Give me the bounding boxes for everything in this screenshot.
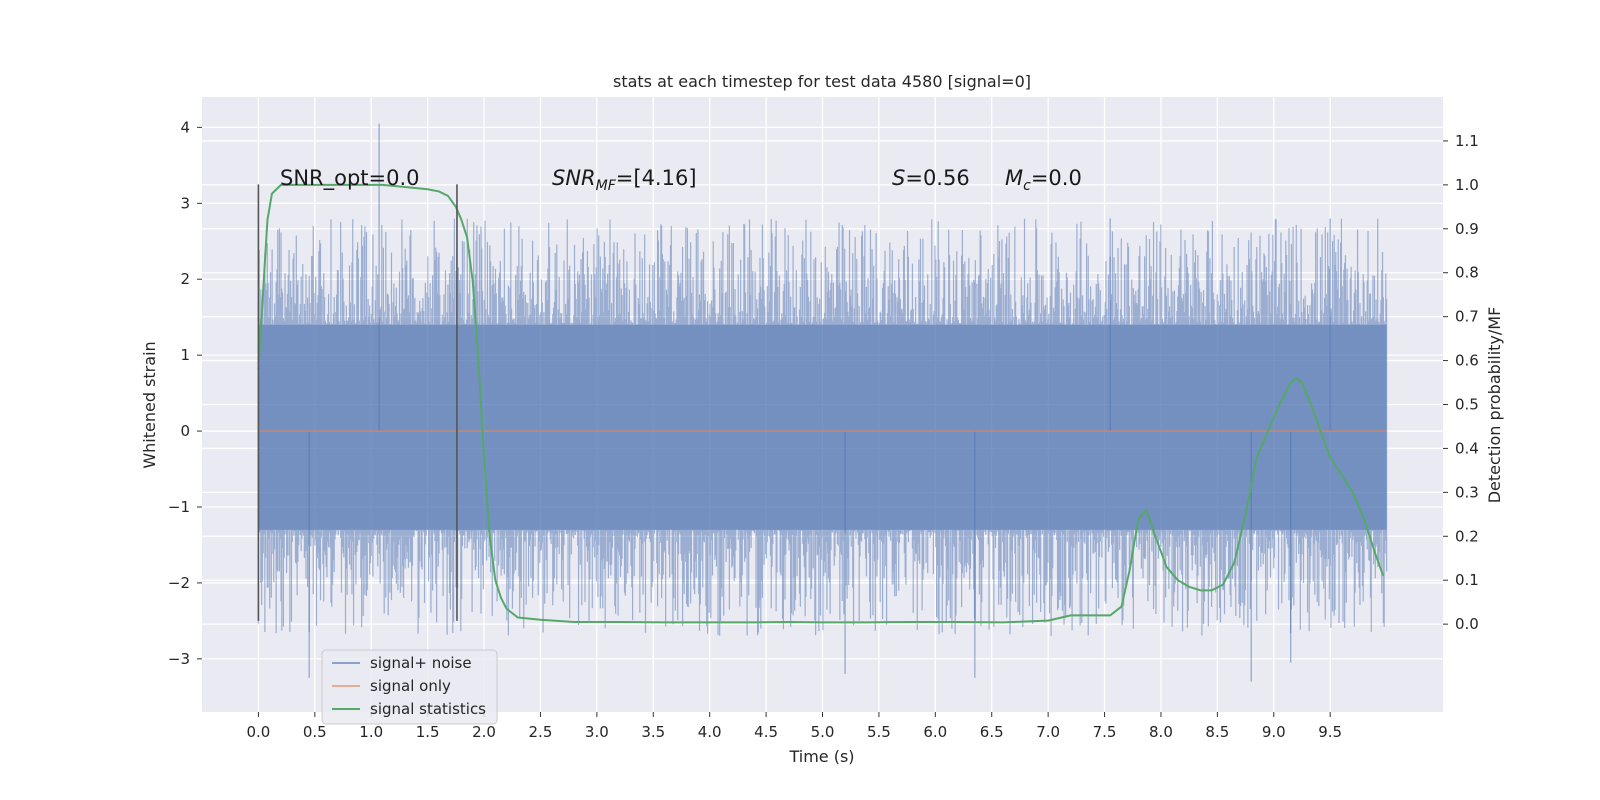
- y-tick-label: −3: [168, 650, 190, 668]
- x-tick-label: 5.5: [867, 723, 891, 741]
- x-tick-label: 4.0: [698, 723, 722, 741]
- legend-box: [321, 649, 498, 725]
- x-tick-label: 1.5: [416, 723, 440, 741]
- y2-tick-label: 1.0: [1455, 176, 1479, 194]
- legend: signal+ noise signal only signal statist…: [321, 649, 498, 725]
- x-tick-label: 8.5: [1205, 723, 1229, 741]
- annotation-snr-mf-prefix: SNR: [552, 166, 596, 190]
- x-tick-label: 8.0: [1149, 723, 1173, 741]
- x-tick-label: 2.5: [529, 723, 553, 741]
- annotation-snr-mf: SNRMF=[4.16]: [552, 166, 697, 194]
- annotation-mc-value: =0.0: [1031, 166, 1082, 190]
- signal-statistics-line: [257, 183, 1385, 624]
- x-tick-label: 9.0: [1262, 723, 1286, 741]
- y2-tick-label: 1.1: [1455, 132, 1479, 150]
- y-tick-label: −1: [168, 498, 190, 516]
- annotation-snr-mf-sub: MF: [596, 178, 617, 194]
- x-axis-ticks: 0.0 0.5 1.0 1.5 2.0 2.5 3.0 3.5 4.0 4.5 5.0 5.5 6.0 6…: [246, 712, 1342, 741]
- y-axis-ticks: −3 −2 −1 0 1 2 3 4: [168, 118, 202, 668]
- annotation-snr-opt: SNR_opt=0.0: [280, 166, 420, 191]
- y-tick-label: 0: [180, 422, 190, 440]
- y2-tick-label: 0.7: [1455, 308, 1479, 326]
- x-tick-label: 4.5: [754, 723, 778, 741]
- line-series: [257, 183, 1387, 624]
- y-axis-label: Whitened strain: [140, 341, 159, 468]
- annotation-s-value: =0.56: [905, 166, 969, 190]
- y2-axis-ticks: 0.0 0.1 0.2 0.3 0.4 0.5 0.6 0.7 0.8 0.9 1.0 1.1: [1443, 132, 1479, 633]
- y2-tick-label: 0.4: [1455, 439, 1479, 457]
- x-tick-label: 2.0: [472, 723, 496, 741]
- x-tick-label: 1.0: [359, 723, 383, 741]
- y-tick-label: 1: [180, 346, 190, 364]
- annotation-s-symbol: S: [892, 166, 905, 190]
- x-tick-label: 3.5: [641, 723, 665, 741]
- chart-title: stats at each timestep for test data 458…: [613, 72, 1031, 91]
- x-axis-label: Time (s): [788, 747, 854, 766]
- vertical-markers: [257, 184, 458, 621]
- x-tick-label: 0.5: [303, 723, 327, 741]
- legend-label-signal: signal only: [370, 677, 451, 695]
- annotation-mc: Mc=0.0: [1005, 166, 1082, 194]
- annotation-mc-symbol: M: [1005, 166, 1023, 190]
- x-tick-label: 6.5: [980, 723, 1004, 741]
- annotation-mc-sub: c: [1023, 178, 1031, 194]
- annotation-s: S=0.56: [892, 166, 970, 190]
- x-tick-label: 6.0: [923, 723, 947, 741]
- legend-label-noise: signal+ noise: [370, 654, 472, 672]
- annotation-snr-mf-value: =[4.16]: [616, 166, 697, 190]
- x-tick-label: 3.0: [585, 723, 609, 741]
- y2-tick-label: 0.9: [1455, 220, 1479, 238]
- y-tick-label: −2: [168, 574, 190, 592]
- y-tick-label: 3: [180, 194, 190, 212]
- x-tick-label: 7.0: [1036, 723, 1060, 741]
- y2-tick-label: 0.2: [1455, 527, 1479, 545]
- y2-tick-label: 0.0: [1455, 615, 1479, 633]
- y2-tick-label: 0.3: [1455, 483, 1479, 501]
- y2-tick-label: 0.5: [1455, 396, 1479, 414]
- x-tick-label: 7.5: [1093, 723, 1117, 741]
- y2-axis-label: Detection probability/MF: [1485, 307, 1504, 504]
- noise-series: [257, 123, 1388, 682]
- legend-label-stats: signal statistics: [370, 700, 486, 718]
- x-tick-label: 9.5: [1318, 723, 1342, 741]
- x-tick-label: 0.0: [246, 723, 270, 741]
- y-tick-label: 4: [180, 118, 190, 136]
- x-tick-label: 5.0: [811, 723, 835, 741]
- y2-tick-label: 0.8: [1455, 264, 1479, 282]
- y2-tick-label: 0.6: [1455, 352, 1479, 370]
- y2-tick-label: 0.1: [1455, 571, 1479, 589]
- y-tick-label: 2: [180, 270, 190, 288]
